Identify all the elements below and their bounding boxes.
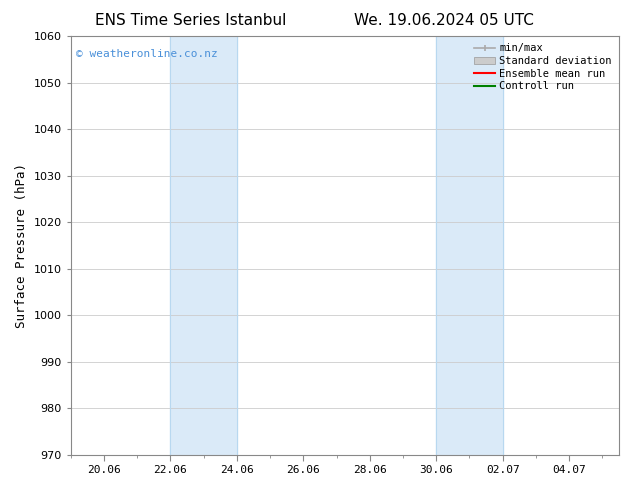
Text: We. 19.06.2024 05 UTC: We. 19.06.2024 05 UTC (354, 13, 534, 28)
Legend: min/max, Standard deviation, Ensemble mean run, Controll run: min/max, Standard deviation, Ensemble me… (470, 39, 616, 96)
Y-axis label: Surface Pressure (hPa): Surface Pressure (hPa) (15, 163, 28, 328)
Text: ENS Time Series Istanbul: ENS Time Series Istanbul (94, 13, 286, 28)
Bar (436, 36, 503, 455)
Bar (171, 36, 237, 455)
Text: © weatheronline.co.nz: © weatheronline.co.nz (76, 49, 218, 59)
